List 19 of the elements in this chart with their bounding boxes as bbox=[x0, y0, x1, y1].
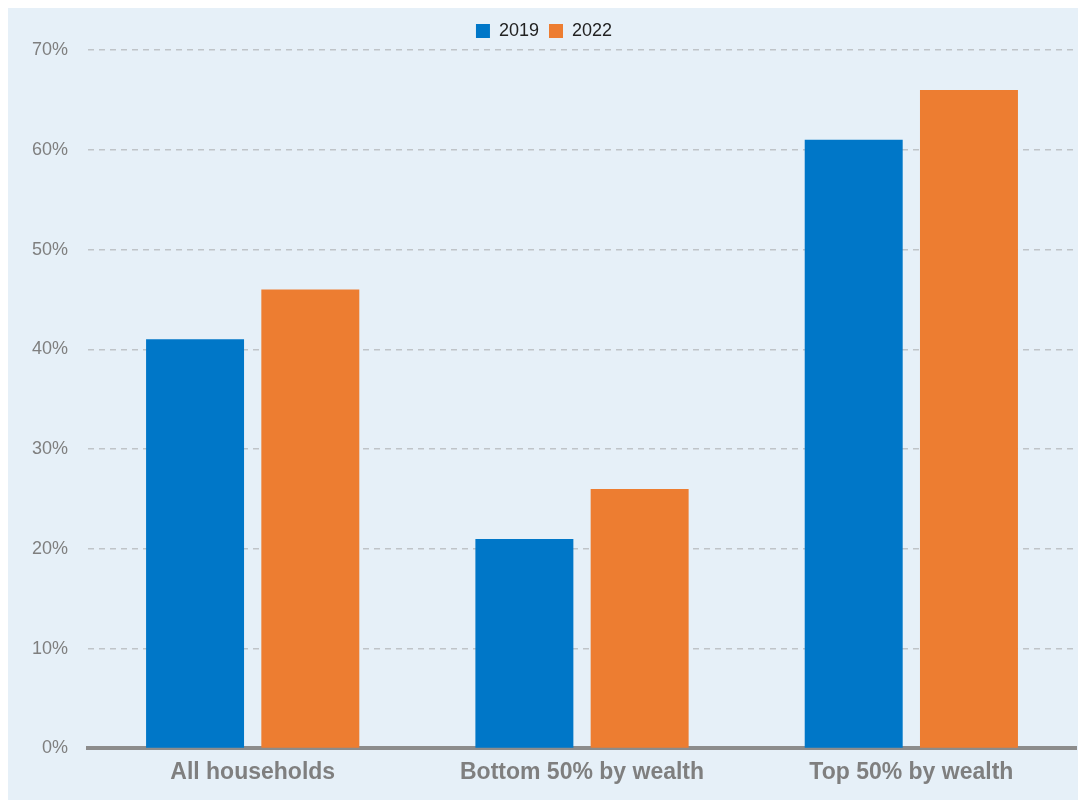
bar bbox=[475, 538, 574, 748]
y-tick-label: 20% bbox=[32, 537, 69, 558]
bar bbox=[261, 289, 360, 748]
bar bbox=[146, 339, 245, 748]
y-tick-label: 50% bbox=[32, 238, 69, 259]
y-tick-label: 40% bbox=[32, 338, 69, 359]
x-tick-label: All households bbox=[170, 757, 336, 784]
bar bbox=[590, 488, 689, 748]
y-tick-label: 70% bbox=[32, 38, 69, 59]
legend-label: 2022 bbox=[572, 19, 613, 40]
y-tick-label: 0% bbox=[42, 737, 69, 758]
y-tick-label: 30% bbox=[32, 438, 69, 459]
x-tick-label: Bottom 50% by wealth bbox=[459, 757, 705, 784]
bar bbox=[919, 89, 1018, 748]
legend-label: 2019 bbox=[498, 19, 539, 40]
x-tick-label: Top 50% by wealth bbox=[809, 757, 1014, 784]
y-tick-label: 60% bbox=[32, 138, 69, 159]
y-tick-label: 10% bbox=[32, 637, 69, 658]
bar bbox=[804, 139, 903, 748]
